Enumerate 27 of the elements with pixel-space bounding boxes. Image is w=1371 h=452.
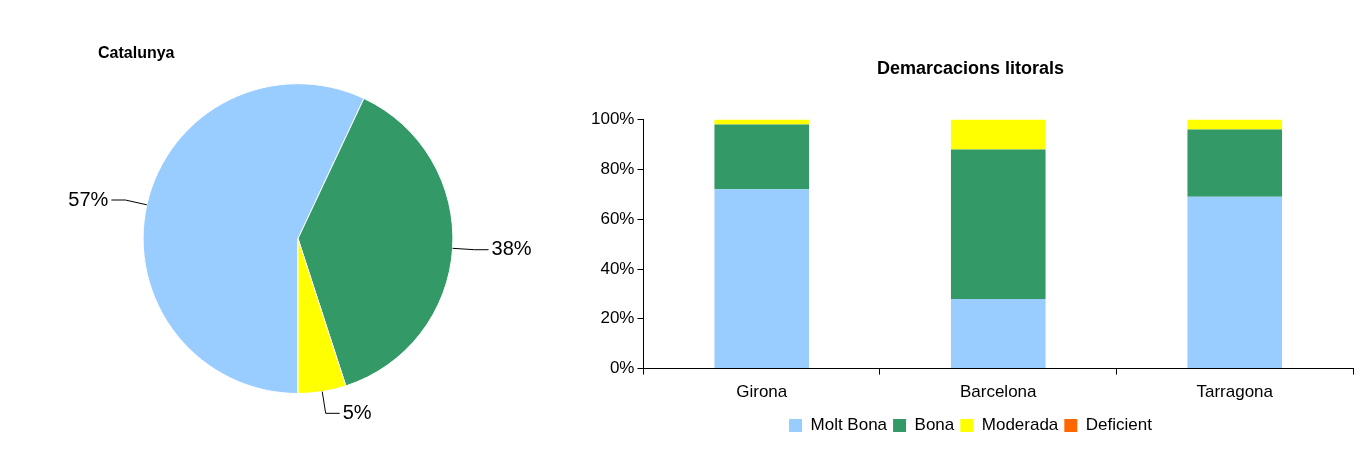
bar (1187, 119, 1283, 130)
legend-label: Deficient (1085, 415, 1153, 435)
bar (950, 119, 1046, 150)
data-label: 5% (342, 400, 372, 423)
data-label: 57% (68, 187, 109, 210)
bar (950, 298, 1046, 369)
chart-title: Catalunya (98, 44, 175, 62)
legend-label: Bona (914, 415, 955, 435)
y-tick-label: 20% (600, 308, 635, 328)
bar (1187, 129, 1283, 197)
legend-label: Molt Bona (810, 415, 888, 435)
x-tick-label: Girona (736, 382, 788, 402)
y-tick-label: 0% (609, 358, 635, 378)
y-tick-label: 40% (600, 258, 635, 278)
bar (1187, 196, 1283, 369)
bar (714, 124, 810, 190)
y-tick-label: 80% (600, 159, 635, 179)
data-label: 38% (491, 237, 532, 260)
chart-title: Demarcacions litorals (876, 57, 1065, 78)
y-tick-label: 60% (600, 208, 635, 228)
bar (714, 189, 810, 369)
y-tick-label: 100% (591, 109, 635, 129)
bar (950, 149, 1046, 299)
bar (714, 119, 810, 125)
legend-label: Moderada (981, 415, 1059, 435)
x-tick-label: Tarragona (1196, 382, 1274, 402)
x-tick-label: Barcelona (959, 382, 1038, 402)
